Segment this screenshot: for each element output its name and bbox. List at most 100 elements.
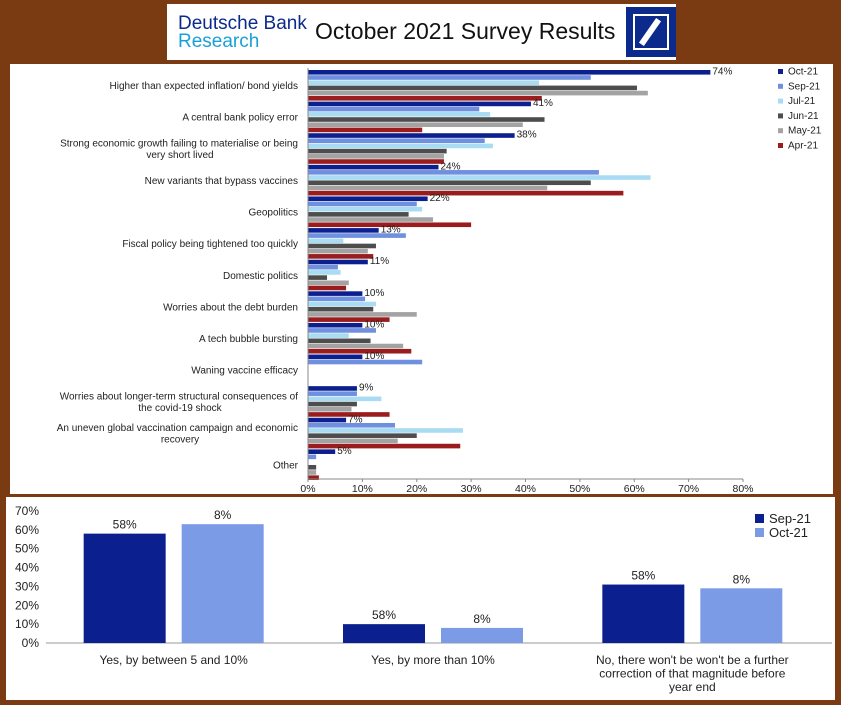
bar-may-21: [308, 248, 368, 254]
legend-label: Oct-21: [788, 67, 818, 78]
bar-apr-21: [308, 475, 319, 480]
bar-sep-21: [602, 584, 685, 643]
bar-may-21: [308, 280, 349, 286]
data-label: 10%: [364, 319, 384, 330]
brand-subtitle: Research: [178, 31, 260, 52]
x-tick-label: 40%: [515, 483, 536, 494]
y-tick-label: 30%: [15, 579, 39, 593]
bar-jun-21: [308, 401, 357, 407]
data-label: 5%: [337, 446, 352, 457]
bar-jun-21: [308, 464, 317, 470]
bar-may-21: [308, 343, 404, 349]
y-tick-label: 20%: [15, 598, 39, 612]
bar-apr-21: [308, 254, 374, 259]
bar-jul-21: [308, 112, 491, 117]
bar-jun-21: [308, 243, 376, 249]
legend-label: Jun-21: [788, 111, 819, 122]
legend-label: Jul-21: [788, 96, 816, 107]
bar-sep-21: [308, 454, 317, 460]
bar-oct-21: [308, 228, 379, 233]
category-label: Worries about longer-term structural con…: [60, 392, 298, 403]
bar-may-21: [308, 406, 352, 412]
y-tick-label: 40%: [15, 561, 39, 575]
bar-jun-21: [308, 117, 545, 122]
bar-may-21: [308, 122, 523, 128]
brand-name: Deutsche Bank: [178, 13, 307, 34]
legend-label: Sep-21: [769, 511, 811, 526]
legend-swatch-sep-21: [755, 514, 764, 523]
bar-sep-21: [308, 264, 338, 270]
data-label: 10%: [364, 288, 384, 299]
bar-oct-21: [441, 627, 523, 643]
bar-may-21: [308, 470, 317, 475]
bar-sep-21: [308, 296, 366, 302]
legend-swatch-may-21: [778, 128, 783, 134]
bar-oct-21: [700, 588, 783, 643]
bar-may-21: [308, 90, 648, 96]
bar-may-21: [308, 312, 417, 317]
data-label: 41%: [533, 98, 553, 109]
data-label: 22%: [430, 193, 450, 204]
bar-oct-21: [308, 196, 428, 202]
category-label: New variants that bypass vaccines: [145, 176, 298, 187]
legend-swatch-jul-21: [778, 98, 783, 104]
bar-sep-21: [308, 328, 376, 333]
x-tick-label: 20%: [406, 483, 427, 494]
bar-oct-21: [308, 417, 347, 423]
bar-apr-21: [308, 443, 461, 449]
data-label: 8%: [473, 612, 491, 626]
bar-jul-21: [308, 175, 651, 180]
bar-sep-21: [308, 422, 395, 428]
data-label: 58%: [631, 569, 655, 583]
bar-sep-21: [308, 233, 406, 238]
bar-apr-21: [308, 412, 390, 417]
bar-sep-21: [308, 170, 599, 175]
bar-oct-21: [308, 259, 368, 265]
bar-jun-21: [308, 148, 447, 154]
data-label: 58%: [372, 608, 396, 622]
category-label: No, there won't be won't be a further: [596, 653, 789, 667]
correction-expectation-chart-panel: 0% 10% 20% 30% 40% 50% 60% 70% 58% 8% Yes, by betw…: [6, 497, 835, 700]
data-label: 24%: [441, 161, 461, 172]
category-label: An uneven global vaccination campaign an…: [57, 423, 298, 434]
category-label: year end: [669, 680, 716, 694]
legend-swatch-oct-21: [755, 528, 764, 537]
bar-jun-21: [308, 306, 374, 312]
bar-apr-21: [308, 222, 472, 228]
legend-swatch-jun-21: [778, 113, 783, 119]
bar-sep-21: [308, 138, 485, 144]
bar-jun-21: [308, 212, 409, 217]
y-tick-label: 0%: [22, 636, 40, 650]
x-tick-label: 80%: [732, 483, 753, 494]
bar-jul-21: [308, 396, 382, 402]
x-tick-label: 10%: [352, 483, 373, 494]
bar-jun-21: [308, 180, 591, 186]
bar-sep-21: [308, 201, 417, 207]
bar-jul-21: [308, 80, 540, 85]
bar-jul-21: [308, 206, 423, 212]
bar-may-21: [308, 185, 548, 191]
category-label: correction of that magnitude before: [599, 667, 785, 681]
y-tick-label: 70%: [15, 504, 39, 518]
x-tick-label: 70%: [678, 483, 699, 494]
bar-oct-21: [308, 101, 531, 107]
bar-apr-21: [308, 285, 347, 291]
x-tick-label: 50%: [569, 483, 590, 494]
bar-oct-21: [308, 322, 363, 328]
data-label: 13%: [381, 225, 401, 236]
x-tick-label: 60%: [624, 483, 645, 494]
bar-jun-21: [308, 275, 328, 280]
category-label: Other: [273, 460, 299, 471]
bar-apr-21: [308, 127, 423, 133]
data-label: 74%: [712, 67, 732, 78]
bar-jul-21: [308, 428, 463, 433]
risk-factors-chart-panel: 74% Higher than expected inflation/ bond …: [10, 64, 833, 495]
x-tick-label: 30%: [461, 483, 482, 494]
bar-oct-21: [308, 386, 357, 391]
bar-oct-21: [181, 524, 264, 643]
bar-may-21: [308, 438, 398, 444]
legend-swatch-oct-21: [778, 69, 783, 74]
bar-jun-21: [308, 85, 637, 91]
report-header: Deutsche Bank Research October 2021 Surv…: [167, 4, 676, 60]
data-label: 8%: [214, 508, 232, 522]
